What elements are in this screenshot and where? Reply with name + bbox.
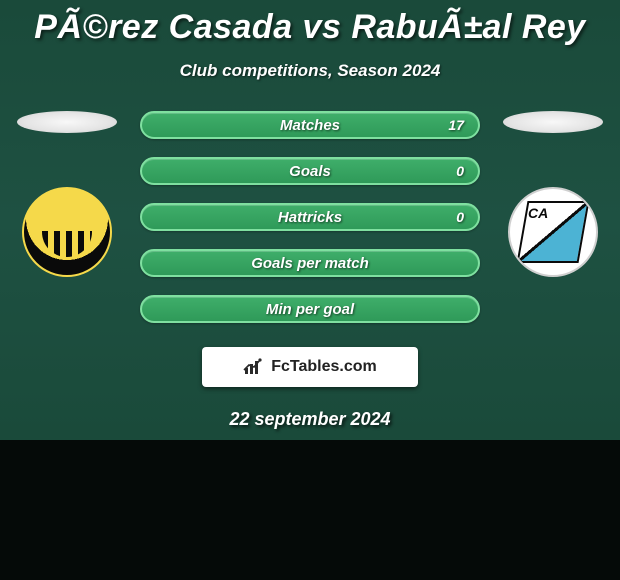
right-club-badge xyxy=(508,187,598,277)
right-avatar-placeholder xyxy=(503,111,603,133)
main-row: Matches 17 Goals 0 Hattricks 0 Goals per… xyxy=(0,111,620,323)
stat-bar-hattricks: Hattricks 0 xyxy=(140,203,480,231)
page-subtitle: Club competitions, Season 2024 xyxy=(0,61,620,81)
left-avatar-placeholder xyxy=(17,111,117,133)
brand-logo-box: FcTables.com xyxy=(202,347,418,387)
brand-logo-text: FcTables.com xyxy=(271,358,377,376)
stat-label: Goals per match xyxy=(251,255,369,272)
content-root: PÃ©rez Casada vs RabuÃ±al Rey Club compe… xyxy=(0,0,620,430)
page-title: PÃ©rez Casada vs RabuÃ±al Rey xyxy=(0,0,620,47)
date-text: 22 september 2024 xyxy=(0,409,620,430)
stat-bar-goals-per-match: Goals per match xyxy=(140,249,480,277)
stats-bars: Matches 17 Goals 0 Hattricks 0 Goals per… xyxy=(140,111,480,323)
left-club-badge xyxy=(22,187,112,277)
stat-value: 0 xyxy=(456,163,464,179)
background-bottom xyxy=(0,440,620,580)
stat-value: 17 xyxy=(448,117,464,133)
right-player-column xyxy=(498,111,608,277)
stat-label: Min per goal xyxy=(266,301,354,318)
stat-value: 0 xyxy=(456,209,464,225)
stat-label: Goals xyxy=(289,163,331,180)
stat-bar-matches: Matches 17 xyxy=(140,111,480,139)
stat-label: Hattricks xyxy=(278,209,342,226)
stat-label: Matches xyxy=(280,117,340,134)
chart-icon xyxy=(243,358,265,376)
left-player-column xyxy=(12,111,122,277)
stat-bar-min-per-goal: Min per goal xyxy=(140,295,480,323)
stat-bar-goals: Goals 0 xyxy=(140,157,480,185)
